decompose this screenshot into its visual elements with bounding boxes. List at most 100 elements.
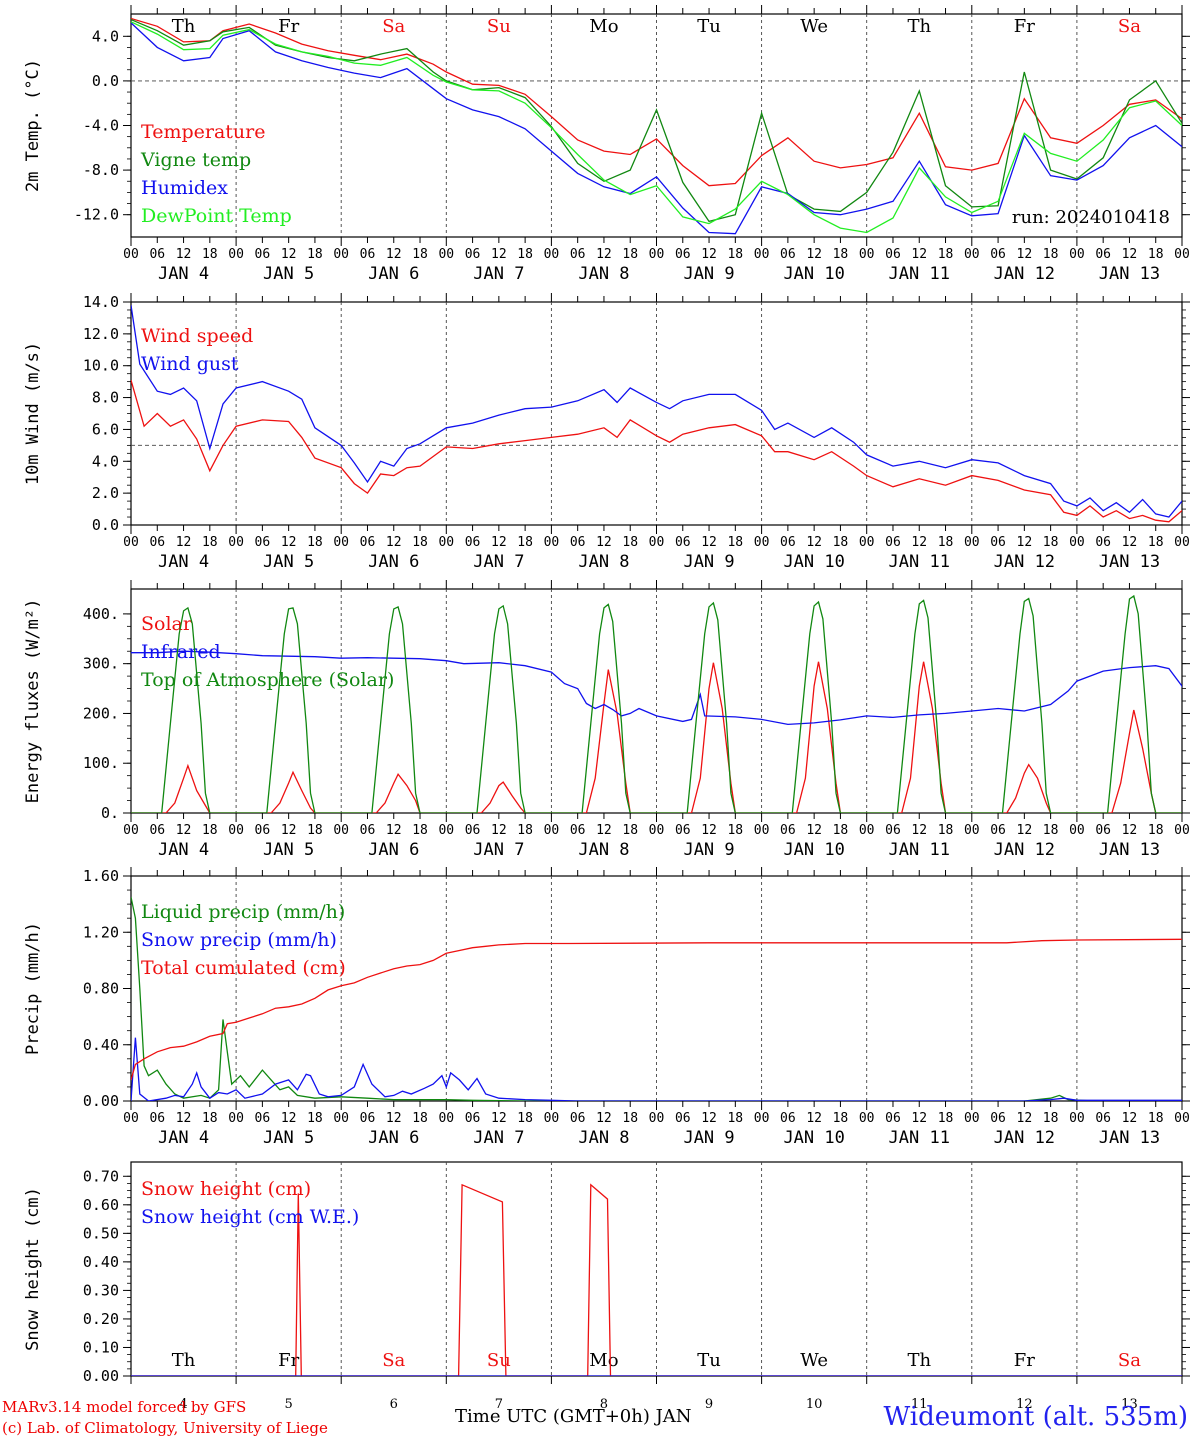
temp-hour-label: 00 xyxy=(123,247,139,262)
snow-weekday-label: Th xyxy=(907,1350,931,1371)
energy-hour-label: 06 xyxy=(360,823,376,838)
energy-hour-label: 12 xyxy=(386,823,402,838)
energy-hour-label: 18 xyxy=(727,823,743,838)
wind-ytick-label: 2.0 xyxy=(92,484,119,502)
wind-hour-label: 00 xyxy=(649,535,665,550)
precip-hour-label: 12 xyxy=(911,1111,927,1126)
energy-frame xyxy=(130,588,1183,814)
precip-hour-label: 06 xyxy=(885,1111,901,1126)
energy-date-label: JAN 8 xyxy=(578,840,629,860)
wind-hour-label: 18 xyxy=(202,535,218,550)
wind-hour-label: 12 xyxy=(806,535,822,550)
energy-hour-label: 00 xyxy=(333,823,349,838)
lab-credit: (c) Lab. of Climatology, University of L… xyxy=(2,1419,328,1437)
temp-legend-2: Humidex xyxy=(141,177,228,199)
precip-hour-label: 00 xyxy=(123,1111,139,1126)
temp-weekday-label: Tu xyxy=(697,16,721,37)
precip-hour-label: 06 xyxy=(465,1111,481,1126)
wind-date-label: JAN 11 xyxy=(889,552,950,572)
wind-ytick-label: 10.0 xyxy=(83,357,119,375)
precip-legend-1: Snow precip (mm/h) xyxy=(141,929,337,951)
temp-hour-label: 00 xyxy=(333,247,349,262)
wind-hour-label: 00 xyxy=(1174,535,1190,550)
energy-hour-label: 00 xyxy=(649,823,665,838)
precip-hour-label: 00 xyxy=(754,1111,770,1126)
precip-hour-label: 18 xyxy=(202,1111,218,1126)
energy-hour-label: 06 xyxy=(780,823,796,838)
wind-hour-label: 06 xyxy=(675,535,691,550)
energy-hour-label: 12 xyxy=(806,823,822,838)
wind-frame xyxy=(130,301,1183,526)
energy-series-solar xyxy=(131,661,1182,813)
temp-date-label: JAN 10 xyxy=(783,264,844,284)
wind-hour-label: 18 xyxy=(517,535,533,550)
precip-series-total-cumulated-cm- xyxy=(131,938,1182,1081)
precip-hour-label: 12 xyxy=(281,1111,297,1126)
wind-ytick-label: 12.0 xyxy=(83,325,119,343)
precip-hour-label: 06 xyxy=(675,1111,691,1126)
energy-legend-1: Infrared xyxy=(141,641,221,663)
snow-day-number: 12 xyxy=(1016,1397,1033,1412)
energy-hour-label: 18 xyxy=(1148,823,1164,838)
energy-legend-0: Solar xyxy=(141,613,193,635)
wind-hour-label: 00 xyxy=(859,535,875,550)
precip-hour-label: 12 xyxy=(806,1111,822,1126)
snow-weekday-label: Sa xyxy=(382,1350,405,1371)
energy-hour-label: 00 xyxy=(964,823,980,838)
wind-hour-label: 18 xyxy=(833,535,849,550)
wind-legend-1: Wind gust xyxy=(141,353,239,375)
precip-hour-label: 12 xyxy=(491,1111,507,1126)
precip-legend-2: Total cumulated (cm) xyxy=(141,957,346,979)
temp-hour-label: 12 xyxy=(281,247,297,262)
temp-hour-label: 18 xyxy=(307,247,323,262)
precip-date-label: JAN 4 xyxy=(158,1128,209,1148)
precip-hour-label: 18 xyxy=(307,1111,323,1126)
wind-hour-label: 00 xyxy=(544,535,560,550)
precip-hour-label: 06 xyxy=(780,1111,796,1126)
station-name: Wideumont (alt. 535m) xyxy=(883,1402,1188,1432)
temp-hour-label: 06 xyxy=(149,247,165,262)
precip-hour-label: 18 xyxy=(938,1111,954,1126)
temp-series-temperature xyxy=(131,17,1182,187)
precip-hour-label: 12 xyxy=(596,1111,612,1126)
precip-hour-label: 06 xyxy=(360,1111,376,1126)
energy-date-label: JAN 6 xyxy=(368,840,419,860)
energy-ytick-label: 400. xyxy=(83,605,119,623)
precip-date-label: JAN 11 xyxy=(889,1128,950,1148)
temp-ytick-label: -4.0 xyxy=(83,117,119,135)
temp-date-label: JAN 6 xyxy=(368,264,419,284)
temp-hour-label: 18 xyxy=(412,247,428,262)
temp-weekday-label: Th xyxy=(907,16,931,37)
precip-hour-label: 18 xyxy=(1043,1111,1059,1126)
energy-hour-label: 18 xyxy=(412,823,428,838)
wind-hour-label: 12 xyxy=(176,535,192,550)
wind-hour-label: 00 xyxy=(1069,535,1085,550)
energy-hour-label: 18 xyxy=(1043,823,1059,838)
snow-weekday-label: Fr xyxy=(278,1350,299,1371)
precip-date-label: JAN 10 xyxy=(783,1128,844,1148)
temp-weekday-label: We xyxy=(800,16,828,37)
energy-hour-label: 06 xyxy=(885,823,901,838)
energy-date-label: JAN 9 xyxy=(683,840,734,860)
wind-hour-label: 18 xyxy=(1043,535,1059,550)
temp-hour-label: 18 xyxy=(622,247,638,262)
temp-hour-label: 06 xyxy=(885,247,901,262)
snow-day-number: 5 xyxy=(285,1397,293,1412)
wind-series-wind-speed xyxy=(131,379,1182,523)
wind-hour-label: 06 xyxy=(1095,535,1111,550)
wind-hour-label: 06 xyxy=(149,535,165,550)
temp-hour-label: 06 xyxy=(990,247,1006,262)
precip-hour-label: 00 xyxy=(964,1111,980,1126)
snow-weekday-label: Sa xyxy=(1118,1350,1141,1371)
energy-date-label: JAN 7 xyxy=(473,840,524,860)
precip-hour-label: 06 xyxy=(570,1111,586,1126)
precip-hour-label: 06 xyxy=(149,1111,165,1126)
temp-hour-label: 00 xyxy=(544,247,560,262)
energy-hour-label: 00 xyxy=(1174,823,1190,838)
energy-hour-label: 00 xyxy=(123,823,139,838)
energy-hour-label: 06 xyxy=(570,823,586,838)
precip-date-label: JAN 8 xyxy=(578,1128,629,1148)
precip-date-label: JAN 5 xyxy=(263,1128,314,1148)
temp-date-label: JAN 7 xyxy=(473,264,524,284)
